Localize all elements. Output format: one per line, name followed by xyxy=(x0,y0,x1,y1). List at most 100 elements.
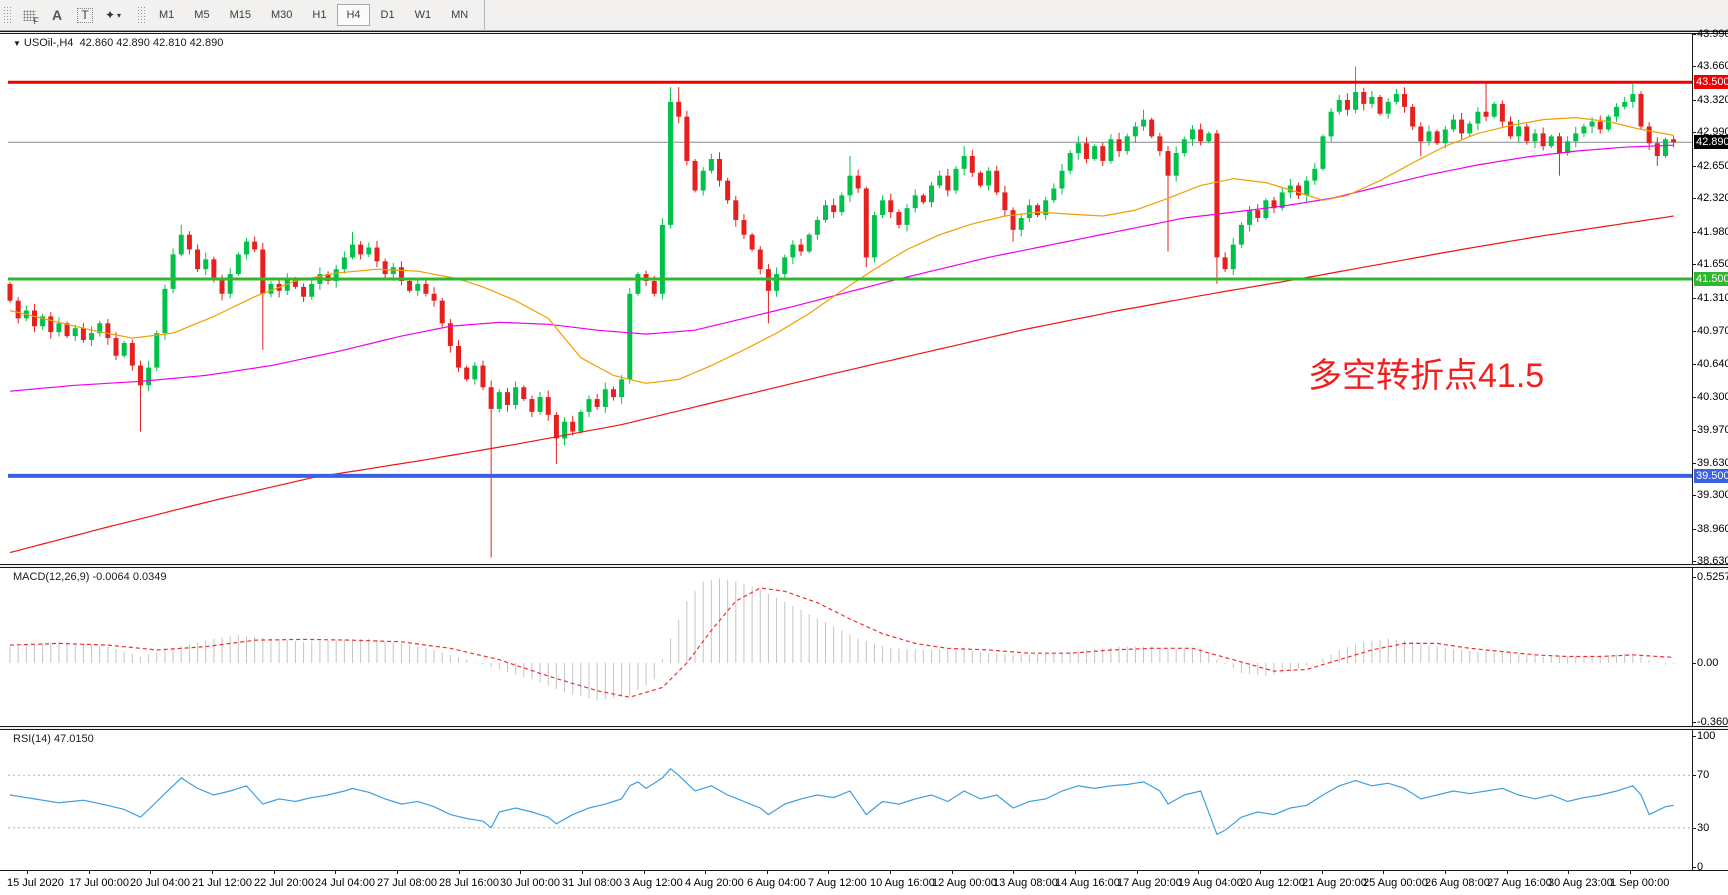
time-tick-label: 30 Jul 00:00 xyxy=(500,877,560,889)
axis-tick-mark xyxy=(1692,298,1696,299)
time-tick-mark xyxy=(1507,871,1508,874)
price-tick-label: 0 xyxy=(1697,861,1704,873)
price-annotation-text[interactable]: 多空转折点41.5 xyxy=(1308,357,1545,395)
price-tick-label: 42.320 xyxy=(1697,192,1728,204)
axis-tick-mark xyxy=(1692,198,1696,199)
chart-title: USOil-,H4 xyxy=(23,37,74,49)
axis-tick-mark xyxy=(1692,828,1696,829)
main-chart-plot[interactable] xyxy=(0,34,1728,564)
time-tick-mark xyxy=(644,871,645,874)
timeframe-button-d1[interactable]: D1 xyxy=(372,4,404,26)
chart-title-row: ▼ USOil-,H4 42.860 42.890 42.810 42.890 xyxy=(13,37,223,49)
time-tick-mark xyxy=(1013,871,1014,874)
hline-price-label-39.500: 39.500 xyxy=(1694,469,1728,483)
macd-panel[interactable]: MACD(12,26,9) -0.0064 0.0349 xyxy=(0,568,1728,726)
axis-tick-mark xyxy=(1692,775,1696,776)
time-tick-mark xyxy=(1075,871,1076,874)
axis-tick-mark xyxy=(1692,66,1696,67)
time-tick-mark xyxy=(150,871,151,874)
timeframe-button-m30[interactable]: M30 xyxy=(262,4,301,26)
price-tick-label: 30 xyxy=(1697,822,1710,834)
price-tick-label: 39.300 xyxy=(1697,489,1728,501)
price-tick-label: 40.970 xyxy=(1697,325,1728,337)
axis-tick-mark xyxy=(1692,397,1696,398)
time-tick-label: 1 Sep 00:00 xyxy=(1610,877,1670,889)
price-tick-label: 43.320 xyxy=(1697,94,1728,106)
timeframe-button-m1[interactable]: M1 xyxy=(150,4,183,26)
hline-price-label-41.500: 41.500 xyxy=(1694,272,1728,286)
time-tick-mark xyxy=(1198,871,1199,874)
price-tick-label: 0.5257 xyxy=(1697,571,1728,583)
axis-tick-mark xyxy=(1692,722,1696,723)
timeframe-button-w1[interactable]: W1 xyxy=(406,4,441,26)
time-tick-label: 15 Jul 2020 xyxy=(7,877,64,889)
macd-plot[interactable] xyxy=(0,568,1728,726)
time-tick-mark xyxy=(1568,871,1569,874)
rsi-plot[interactable] xyxy=(0,730,1728,870)
axis-tick-mark xyxy=(1692,232,1696,233)
main-chart-panel[interactable]: ▼ USOil-,H4 42.860 42.890 42.810 42.890 xyxy=(0,34,1728,564)
axis-tick-mark xyxy=(1692,132,1696,133)
timeframe-button-m15[interactable]: M15 xyxy=(221,4,260,26)
shapes-tool-button[interactable]: ✦ ▾ xyxy=(100,2,126,28)
axis-tick-mark xyxy=(1692,561,1696,562)
axis-tick-mark xyxy=(1692,736,1696,737)
time-tick-label: 12 Aug 00:00 xyxy=(932,877,997,889)
candles-layer xyxy=(7,66,1677,558)
timeframe-button-mn[interactable]: MN xyxy=(442,4,477,26)
axis-tick-mark xyxy=(1692,430,1696,431)
time-tick-label: 13 Aug 08:00 xyxy=(993,877,1058,889)
time-tick-label: 27 Aug 16:00 xyxy=(1487,877,1552,889)
timeframe-group: M1 M5 M15 M30 H1 H4 D1 W1 MN xyxy=(149,0,478,31)
time-tick-label: 17 Jul 00:00 xyxy=(69,877,129,889)
rsi-line xyxy=(9,767,1674,836)
price-axis[interactable]: 43.990 43.660 43.320 42.990 42.650 42.320 41.9… xyxy=(1692,28,1728,895)
time-tick-mark xyxy=(1260,871,1261,874)
timeframe-drag-handle[interactable] xyxy=(137,6,145,24)
toolbar-drag-handle[interactable] xyxy=(3,6,11,24)
time-axis-border xyxy=(0,870,1728,871)
letter-a-icon: A xyxy=(51,7,63,23)
time-tick-mark xyxy=(212,871,213,874)
rsi-panel[interactable]: RSI(14) 47.0150 xyxy=(0,730,1728,870)
ma-slow-line xyxy=(9,215,1674,554)
axis-tick-mark xyxy=(1692,529,1696,530)
time-tick-label: 27 Jul 08:00 xyxy=(377,877,437,889)
window-top-border xyxy=(0,31,1728,34)
panel-splitter[interactable] xyxy=(0,564,1728,568)
time-tick-mark xyxy=(1322,871,1323,874)
text-label-tool-button[interactable]: A xyxy=(44,2,70,28)
time-tick-label: 21 Aug 20:00 xyxy=(1302,877,1367,889)
timeframe-button-m5[interactable]: M5 xyxy=(185,4,218,26)
price-tick-label: 41.980 xyxy=(1697,226,1728,238)
text-box-icon: T xyxy=(77,7,93,23)
panel-splitter[interactable] xyxy=(0,726,1728,730)
time-tick-label: 24 Jul 04:00 xyxy=(315,877,375,889)
time-tick-mark xyxy=(582,871,583,874)
ma-fast-line xyxy=(9,116,1674,384)
chart-ohlc-values: 42.860 42.890 42.810 42.890 xyxy=(79,37,224,49)
axis-tick-mark xyxy=(1692,34,1696,35)
hline-price-label-43.500: 43.500 xyxy=(1694,75,1728,89)
time-tick-label: 21 Jul 12:00 xyxy=(192,877,252,889)
text-box-tool-button[interactable]: T xyxy=(72,2,98,28)
time-tick-label: 14 Aug 16:00 xyxy=(1055,877,1120,889)
price-tick-label: 43.660 xyxy=(1697,60,1728,72)
axis-tick-mark xyxy=(1692,577,1696,578)
axis-tick-mark xyxy=(1692,166,1696,167)
time-tick-mark xyxy=(767,871,768,874)
time-tick-mark xyxy=(27,871,28,874)
chart-window: ▼ USOil-,H4 42.860 42.890 42.810 42.890 M… xyxy=(0,28,1728,895)
axis-tick-mark xyxy=(1692,331,1696,332)
timeframe-button-h1[interactable]: H1 xyxy=(303,4,335,26)
time-tick-mark xyxy=(89,871,90,874)
time-tick-label: 10 Aug 16:00 xyxy=(870,877,935,889)
symbol-dropdown-icon[interactable]: ▼ xyxy=(13,39,21,48)
pattern-tool-button[interactable]: F xyxy=(16,2,42,28)
pattern-tool-label: F xyxy=(33,16,40,26)
timeframe-button-h4[interactable]: H4 xyxy=(337,4,370,26)
price-axis-line xyxy=(1692,34,1693,870)
price-tick-label: 38.960 xyxy=(1697,523,1728,535)
time-axis[interactable]: 15 Jul 2020 17 Jul 00:00 20 Jul 04:00 21 Ju… xyxy=(0,871,1692,895)
price-tick-label: 40.640 xyxy=(1697,358,1728,370)
